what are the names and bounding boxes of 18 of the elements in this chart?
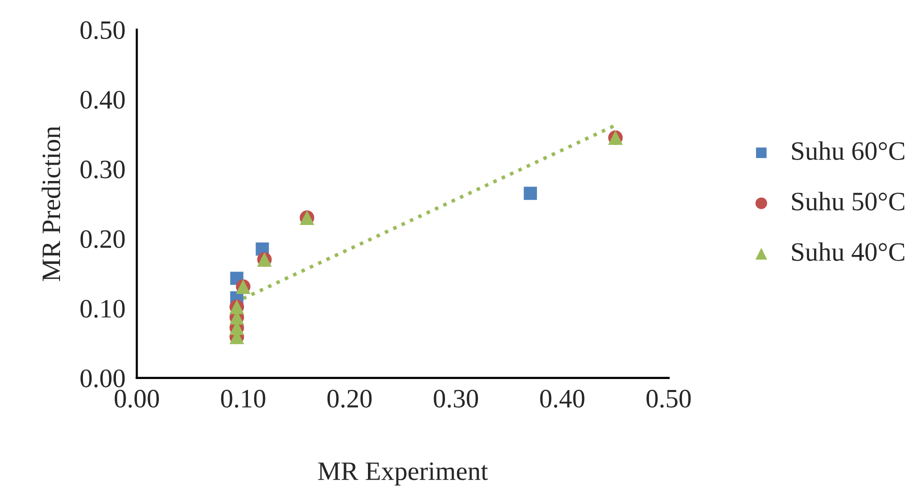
y-tick-label: 0.40 <box>80 90 125 109</box>
x-tick-label: 0.40 <box>540 390 584 408</box>
y-tick-label: 0.10 <box>80 300 125 318</box>
x-tick-label: 0.30 <box>434 390 478 408</box>
legend-label: Suhu 40°C <box>792 242 904 261</box>
y-tick-label: 0.30 <box>80 160 125 178</box>
y-tick-label: 0.50 <box>80 21 125 40</box>
legend-label: Suhu 60°C <box>792 141 904 160</box>
y-tick-label: 0.00 <box>80 370 125 388</box>
x-tick-label: 0.50 <box>646 390 691 408</box>
y-tick-label: 0.20 <box>80 230 125 248</box>
point <box>524 186 537 200</box>
x-tick-label: 0.00 <box>114 390 159 408</box>
legend-label: Suhu 50°C <box>792 192 904 210</box>
x-tick-label: 0.10 <box>221 390 266 408</box>
x-axis-title: MR Experiment <box>318 462 488 486</box>
x-tick-label: 0.20 <box>327 390 372 408</box>
y-axis-title: MR Prediction <box>42 126 60 282</box>
